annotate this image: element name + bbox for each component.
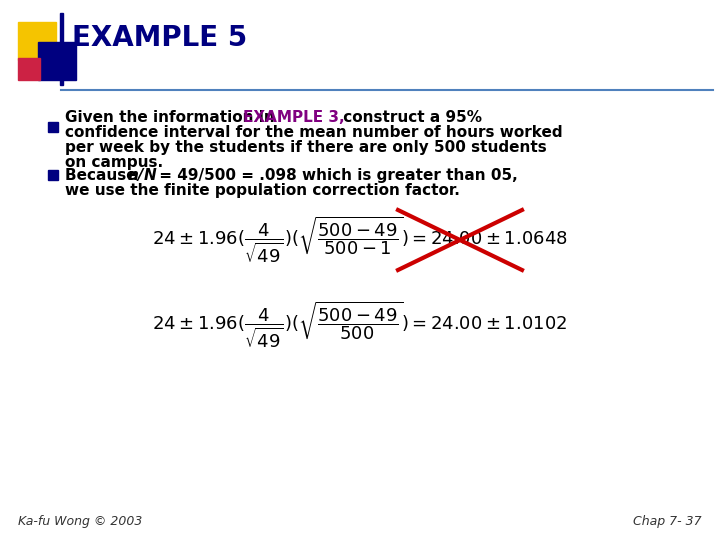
Bar: [18, 22, 56, 60]
Bar: [18, 58, 40, 80]
Text: EXAMPLE 5: EXAMPLE 5: [72, 24, 247, 52]
Bar: [48, 170, 58, 180]
Text: Ka-fu Wong © 2003: Ka-fu Wong © 2003: [18, 515, 143, 528]
Bar: [38, 42, 76, 80]
Text: Given the information in: Given the information in: [65, 110, 280, 125]
Text: EXAMPLE 3,: EXAMPLE 3,: [243, 110, 345, 125]
Bar: [48, 122, 58, 132]
Text: = 49/500 = .098 which is greater than 05,: = 49/500 = .098 which is greater than 05…: [154, 168, 518, 183]
Text: Chap 7- 37: Chap 7- 37: [634, 515, 702, 528]
Text: $24 \pm 1.96(\dfrac{4}{\sqrt{49}})(\sqrt{\dfrac{500 - 49}{500}}) = 24.00 \pm 1.0: $24 \pm 1.96(\dfrac{4}{\sqrt{49}})(\sqrt…: [153, 300, 567, 350]
Text: we use the finite population correction factor.: we use the finite population correction …: [65, 183, 460, 198]
Text: $24 \pm 1.96(\dfrac{4}{\sqrt{49}})(\sqrt{\dfrac{500 - 49}{500 - 1}}) = 24.00 \pm: $24 \pm 1.96(\dfrac{4}{\sqrt{49}})(\sqrt…: [152, 215, 568, 265]
Text: confidence interval for the mean number of hours worked: confidence interval for the mean number …: [65, 125, 562, 140]
Text: Because: Because: [65, 168, 147, 183]
Text: on campus.: on campus.: [65, 155, 163, 170]
Text: N: N: [144, 168, 157, 183]
Bar: [60, 13, 63, 85]
Text: n/: n/: [128, 168, 145, 183]
Text: construct a 95%: construct a 95%: [338, 110, 482, 125]
Text: per week by the students if there are only 500 students: per week by the students if there are on…: [65, 140, 546, 155]
